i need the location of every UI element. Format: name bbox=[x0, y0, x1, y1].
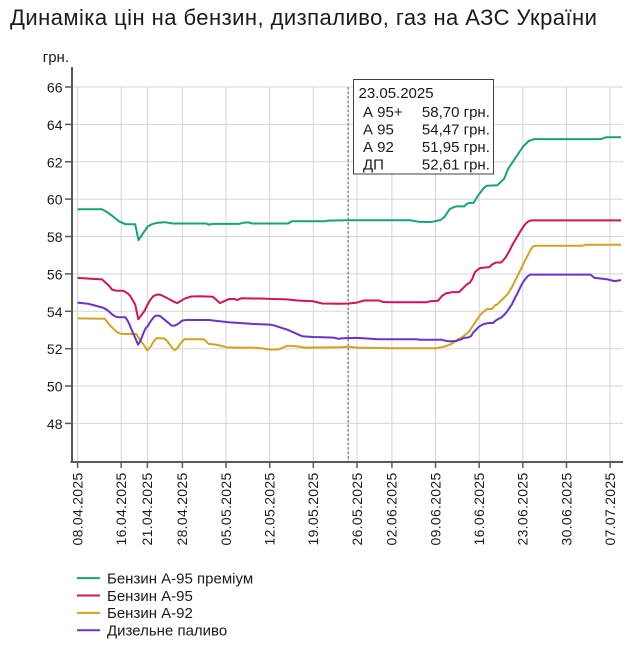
svg-text:21.04.2025: 21.04.2025 bbox=[139, 472, 155, 545]
svg-text:Дизельне паливо: Дизельне паливо bbox=[107, 623, 227, 640]
svg-text:А 92: А 92 bbox=[363, 139, 394, 156]
svg-text:48: 48 bbox=[47, 416, 63, 432]
svg-text:ДП: ДП bbox=[363, 156, 384, 173]
svg-text:28.04.2025: 28.04.2025 bbox=[174, 472, 190, 545]
svg-text:19.05.2025: 19.05.2025 bbox=[305, 472, 321, 545]
svg-text:56: 56 bbox=[47, 266, 63, 282]
svg-text:Бензин А-95: Бензин А-95 bbox=[107, 588, 193, 605]
svg-text:54: 54 bbox=[47, 304, 63, 320]
svg-text:05.05.2025: 05.05.2025 bbox=[218, 472, 234, 545]
svg-text:66: 66 bbox=[47, 80, 63, 96]
svg-text:А 95: А 95 bbox=[363, 121, 394, 138]
svg-text:02.06.2025: 02.06.2025 bbox=[384, 472, 400, 545]
svg-text:12.05.2025: 12.05.2025 bbox=[262, 472, 278, 545]
svg-text:58: 58 bbox=[47, 229, 63, 245]
svg-text:58,70 грн.: 58,70 грн. bbox=[422, 104, 490, 121]
svg-text:62: 62 bbox=[47, 154, 63, 170]
svg-text:52,61 грн.: 52,61 грн. bbox=[422, 156, 490, 173]
svg-text:60: 60 bbox=[47, 192, 63, 208]
svg-text:Бензин А-95 преміум: Бензин А-95 преміум bbox=[107, 570, 253, 587]
svg-text:54,47 грн.: 54,47 грн. bbox=[422, 121, 490, 138]
svg-text:16.04.2025: 16.04.2025 bbox=[113, 472, 129, 545]
svg-text:Бензин А-92: Бензин А-92 bbox=[107, 605, 193, 622]
svg-text:64: 64 bbox=[47, 117, 63, 133]
svg-text:А 95+: А 95+ bbox=[363, 104, 403, 121]
svg-text:07.07.2025: 07.07.2025 bbox=[602, 472, 618, 545]
svg-text:23.06.2025: 23.06.2025 bbox=[515, 472, 531, 545]
svg-text:грн.: грн. bbox=[43, 49, 69, 66]
svg-text:30.06.2025: 30.06.2025 bbox=[558, 472, 574, 545]
svg-text:23.05.2025: 23.05.2025 bbox=[359, 85, 434, 102]
svg-text:52: 52 bbox=[47, 341, 63, 357]
svg-text:09.06.2025: 09.06.2025 bbox=[427, 472, 443, 545]
svg-text:26.05.2025: 26.05.2025 bbox=[349, 472, 365, 545]
svg-text:08.04.2025: 08.04.2025 bbox=[69, 472, 85, 545]
svg-text:50: 50 bbox=[47, 379, 63, 395]
svg-text:51,95 грн.: 51,95 грн. bbox=[422, 139, 490, 156]
svg-text:16.06.2025: 16.06.2025 bbox=[471, 472, 487, 545]
svg-text:Динаміка цін на бензин, дизпал: Динаміка цін на бензин, дизпаливо, газ н… bbox=[10, 5, 597, 30]
